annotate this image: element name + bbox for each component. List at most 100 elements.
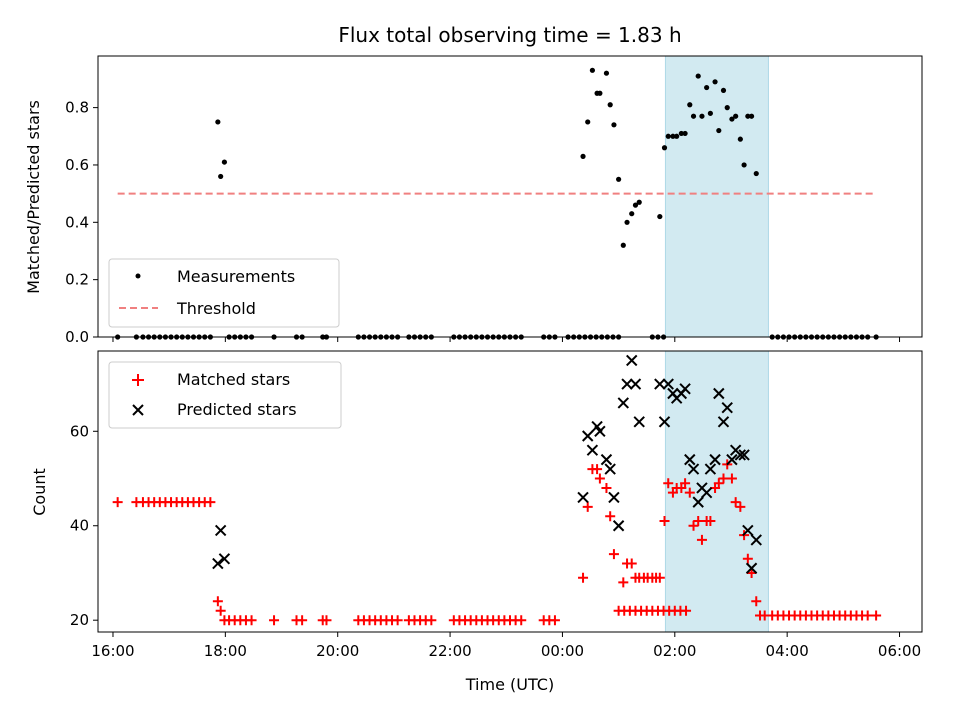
predicted-star-point bbox=[214, 524, 227, 537]
predicted-star-point bbox=[617, 397, 630, 409]
x-tick-label: 22:00 bbox=[428, 642, 471, 660]
series-matched-stars bbox=[112, 459, 882, 626]
predicted-star-point bbox=[742, 524, 754, 537]
legend-predicted-marker bbox=[132, 404, 144, 416]
matched-star-point bbox=[659, 516, 670, 527]
predicted-star-point bbox=[604, 463, 616, 475]
measurement-point bbox=[661, 145, 668, 151]
predicted-star-point bbox=[679, 383, 691, 395]
measurement-point bbox=[611, 122, 617, 128]
matched-star-point bbox=[605, 511, 616, 522]
predicted-star-point bbox=[621, 378, 633, 390]
predicted-star-point bbox=[738, 449, 750, 461]
y-tick-label: 0.0 bbox=[65, 328, 89, 346]
matched-star-point bbox=[663, 478, 674, 489]
measurement-point bbox=[741, 162, 747, 168]
y-tick-label: 0.8 bbox=[65, 99, 89, 117]
matched-star-point bbox=[592, 464, 603, 475]
measurement-point bbox=[607, 102, 613, 108]
matched-star-point bbox=[269, 615, 280, 626]
predicted-star-point bbox=[662, 378, 674, 390]
measurement-point bbox=[737, 136, 743, 142]
measurement-point bbox=[603, 70, 610, 76]
predicted-star-point bbox=[700, 486, 713, 499]
legend-threshold-label: Threshold bbox=[176, 299, 256, 318]
x-tick-label: 06:00 bbox=[878, 642, 921, 660]
matched-star-point bbox=[594, 473, 605, 484]
measurement-point bbox=[753, 170, 759, 177]
predicted-star-point bbox=[577, 491, 589, 504]
measurement-point bbox=[699, 113, 705, 119]
highlight-span-bot bbox=[664, 350, 769, 633]
legend-bottom: Matched stars Predicted stars bbox=[108, 361, 342, 429]
measurement-point bbox=[745, 113, 751, 119]
measurement-point bbox=[707, 110, 713, 116]
predicted-star-point bbox=[684, 453, 696, 466]
y-tick-label: 0.2 bbox=[65, 271, 89, 289]
matched-star-point bbox=[730, 497, 741, 508]
predicted-star-point bbox=[586, 444, 599, 456]
measurement-point bbox=[716, 127, 722, 134]
measurement-point bbox=[218, 173, 224, 180]
matched-star-point bbox=[297, 615, 308, 626]
predicted-star-point bbox=[734, 449, 747, 461]
matched-star-point bbox=[751, 596, 762, 607]
predicted-star-point bbox=[582, 430, 594, 442]
measurement-point bbox=[215, 119, 221, 125]
matched-star-point bbox=[718, 473, 729, 484]
measurement-point bbox=[704, 84, 710, 91]
legend-measurements-label: Measurements bbox=[177, 267, 295, 286]
x-tick-label: 20:00 bbox=[316, 642, 359, 660]
legend-bottom-box bbox=[108, 361, 342, 429]
matched-star-point bbox=[112, 497, 123, 508]
predicted-star-point bbox=[687, 463, 700, 475]
predicted-star-point bbox=[600, 453, 613, 466]
measurement-point bbox=[629, 211, 635, 217]
measurement-point bbox=[682, 130, 688, 137]
measurement-point bbox=[712, 79, 718, 85]
matched-star-point bbox=[516, 615, 527, 626]
panel-ratio: 0.00.20.40.60.8 Matched/Predicted stars … bbox=[24, 55, 923, 346]
measurement-point bbox=[597, 90, 603, 96]
predicted-star-point bbox=[658, 416, 671, 428]
matched-star-point bbox=[321, 615, 332, 626]
x-axis-label: Time (UTC) bbox=[465, 675, 554, 694]
series-predicted-stars bbox=[212, 354, 762, 574]
matched-star-point bbox=[601, 482, 612, 493]
predicted-star-point bbox=[713, 387, 725, 400]
chart-title: Flux total observing time = 1.83 h bbox=[338, 23, 681, 47]
matched-star-point bbox=[549, 615, 560, 626]
measurement-point bbox=[687, 102, 693, 108]
predicted-star-point bbox=[633, 416, 645, 428]
measurement-point bbox=[674, 133, 680, 139]
measurement-point bbox=[670, 133, 676, 139]
matched-star-point bbox=[578, 572, 589, 583]
matched-star-point bbox=[626, 558, 637, 569]
matched-star-point bbox=[246, 615, 257, 626]
matched-star-point bbox=[212, 596, 223, 607]
y-axis-label-top: Matched/Predicted stars bbox=[24, 100, 43, 294]
measurement-point bbox=[665, 133, 671, 139]
matched-star-point bbox=[680, 478, 691, 489]
legend-top-box bbox=[108, 258, 340, 328]
legend-top: Measurements Threshold bbox=[108, 258, 340, 328]
measurement-point bbox=[729, 116, 735, 122]
measurement-point bbox=[678, 130, 684, 137]
predicted-star-point bbox=[750, 534, 762, 546]
measurement-point bbox=[624, 219, 630, 225]
predicted-star-point bbox=[629, 378, 642, 390]
predicted-star-point bbox=[721, 401, 733, 414]
measurement-point bbox=[720, 87, 727, 94]
highlight-span-top bbox=[664, 55, 769, 338]
measurement-point bbox=[724, 105, 730, 111]
measurement-point bbox=[690, 113, 697, 119]
x-tick-label: 02:00 bbox=[653, 642, 696, 660]
y-tick-label: 0.4 bbox=[65, 213, 89, 231]
matched-star-point bbox=[608, 549, 619, 560]
predicted-star-point bbox=[218, 553, 231, 565]
y-tick-label: 40 bbox=[70, 517, 89, 535]
predicted-star-point bbox=[608, 491, 620, 504]
legend-matched-marker bbox=[132, 374, 144, 386]
predicted-star-point bbox=[726, 453, 738, 466]
